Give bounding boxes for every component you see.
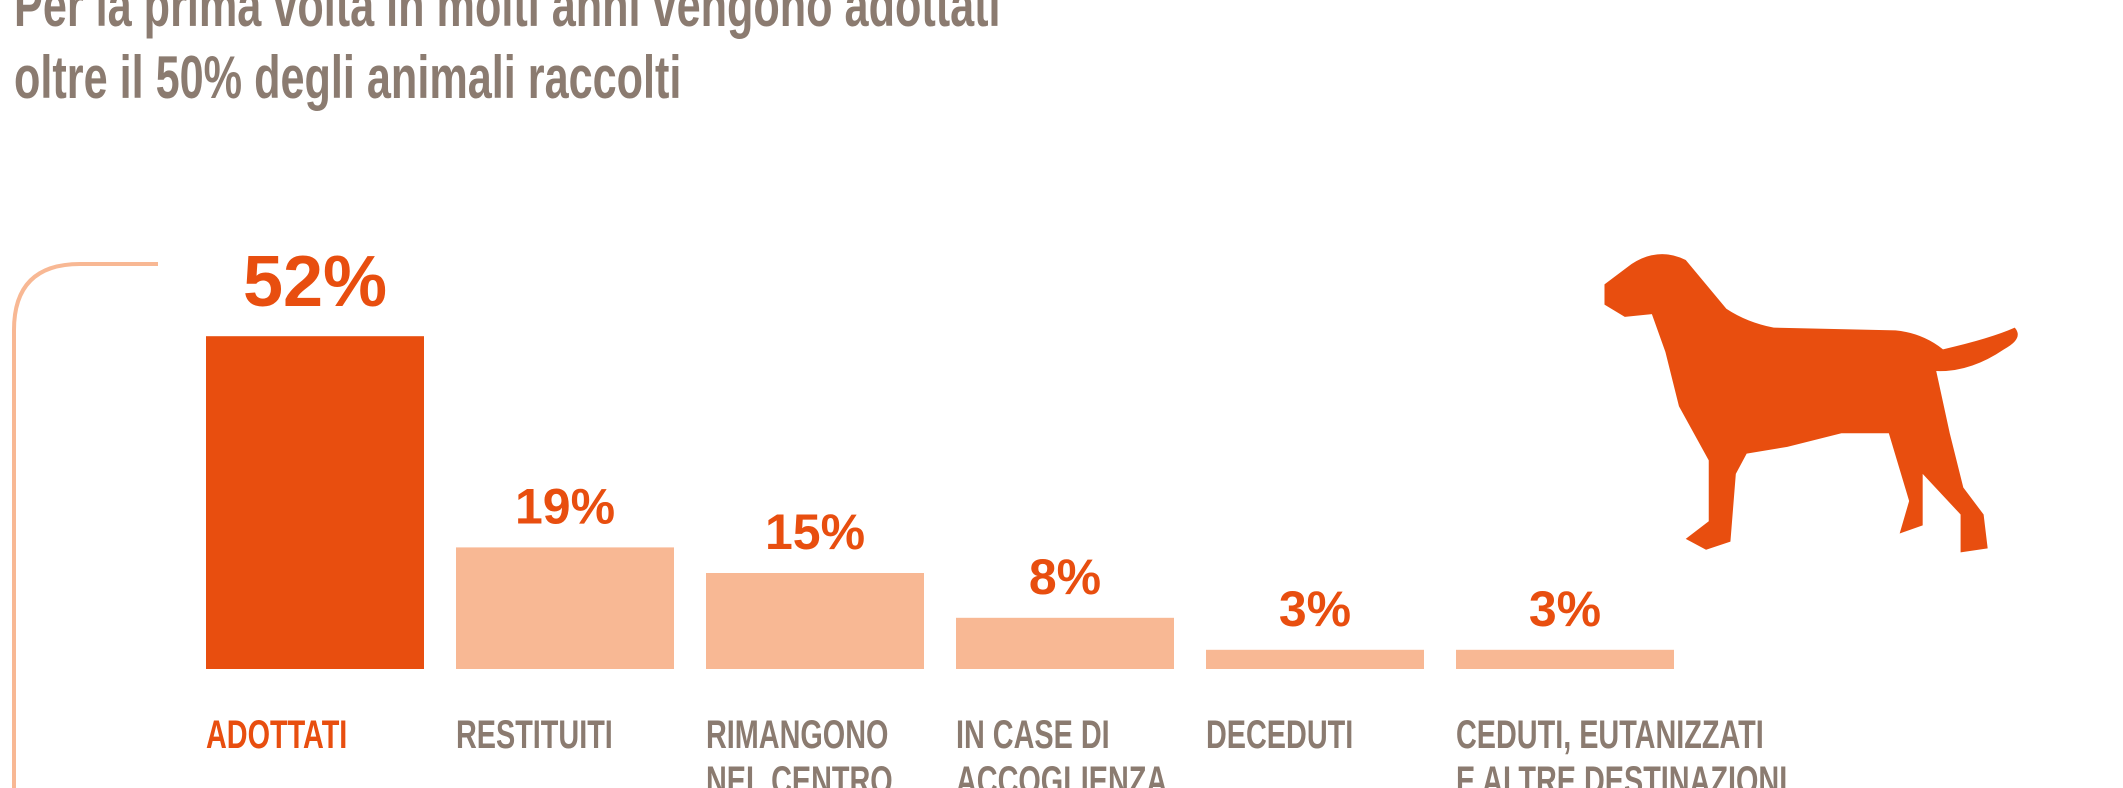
value-label: 3% (1279, 581, 1351, 637)
value-label: 3% (1529, 581, 1601, 637)
bar (956, 618, 1174, 669)
bar (456, 547, 674, 669)
category-label: ADOTTATI (206, 712, 347, 758)
bar (706, 573, 924, 669)
bar (1456, 650, 1674, 669)
value-label: 8% (1029, 549, 1101, 605)
category-label: DECEDUTI (1206, 712, 1353, 758)
category-label: RESTITUITI (456, 712, 613, 758)
category-label: CEDUTI, EUTANIZZATI E ALTRE DESTINAZIONI (1456, 712, 1787, 788)
dog-icon (1604, 254, 2017, 552)
chart: 52% 19% 15% 8% 3% 3% (0, 0, 2123, 788)
category-label: RIMANGONO NEL CENTRO (706, 712, 893, 788)
decor-line (14, 264, 158, 788)
value-label: 52% (243, 242, 387, 322)
value-label: 15% (765, 504, 865, 560)
bar (206, 336, 424, 669)
category-label: IN CASE DI ACCOGLIENZA (956, 712, 1167, 788)
value-label: 19% (515, 478, 615, 534)
bar (1206, 650, 1424, 669)
infographic: Per la prima volta in molti anni vengono… (0, 0, 2123, 788)
